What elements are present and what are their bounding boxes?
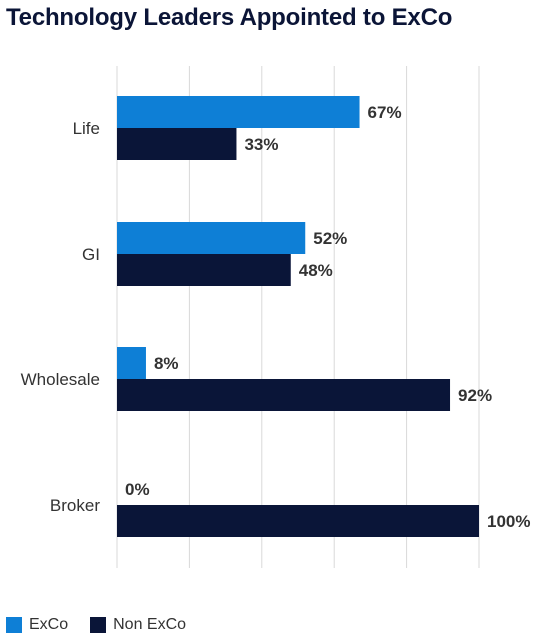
category-label: Broker: [50, 496, 100, 515]
category-label: Wholesale: [21, 370, 100, 389]
bar: [117, 505, 479, 537]
legend-item-exco: ExCo: [6, 616, 68, 634]
data-label: 33%: [244, 135, 278, 154]
data-label: 100%: [487, 512, 530, 531]
data-label: 92%: [458, 386, 492, 405]
bar-chart: Life 67% 33% GI 52% 48% Wholesale 8% 92% Broker 0%…: [21, 66, 530, 568]
chart-title: Technology Leaders Appointed to ExCo: [6, 4, 453, 31]
data-label: 52%: [313, 229, 347, 248]
legend-swatch-exco: [6, 617, 22, 633]
category-label: GI: [82, 245, 100, 264]
bar: [117, 379, 451, 411]
legend-label-non-exco: Non ExCo: [113, 616, 187, 633]
bar: [117, 222, 306, 254]
legend-swatch-non-exco: [90, 617, 107, 633]
legend-item-non-exco: Non ExCo: [90, 616, 186, 634]
bar: [117, 254, 291, 286]
bar: [117, 347, 146, 379]
data-label: 0%: [125, 480, 150, 499]
data-label: 8%: [154, 354, 179, 373]
legend-label-exco: ExCo: [29, 616, 69, 633]
category-label: Life: [73, 119, 100, 138]
bar: [117, 128, 237, 160]
data-label: 48%: [299, 261, 333, 280]
data-label: 67%: [368, 103, 402, 122]
bar: [117, 96, 360, 128]
legend: ExCo Non ExCo: [6, 616, 208, 634]
